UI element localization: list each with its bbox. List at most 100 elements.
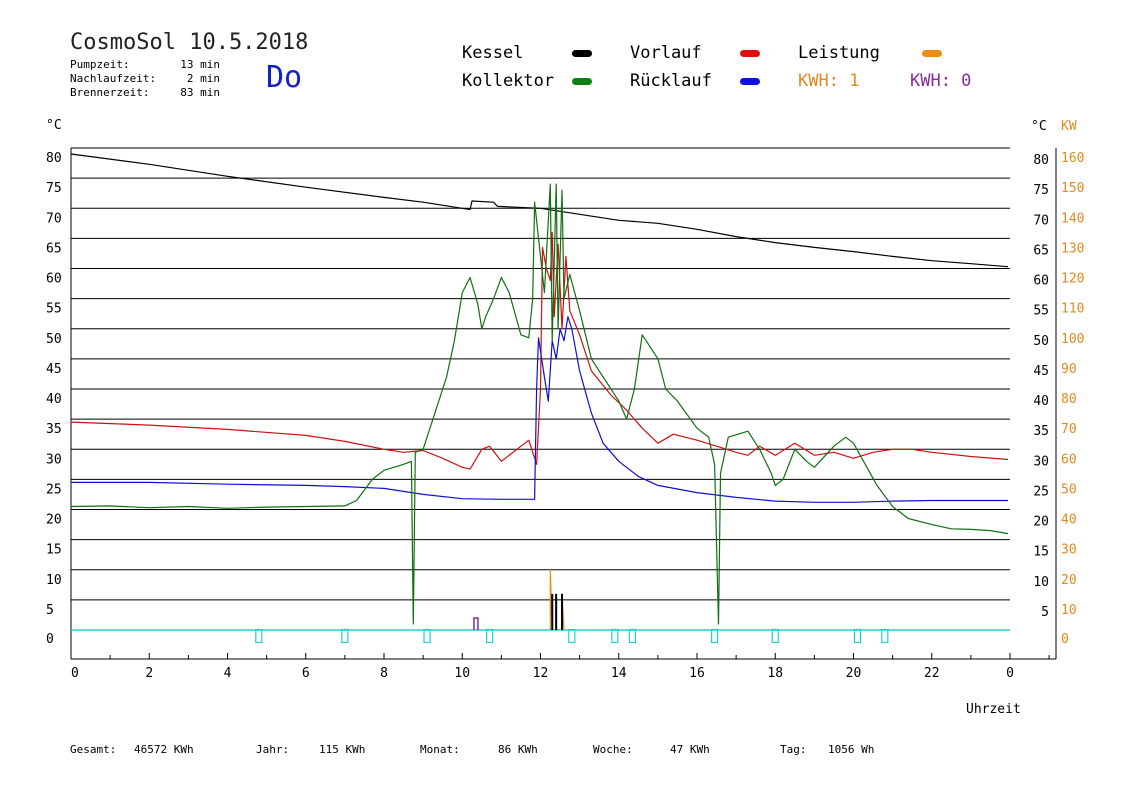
y2-tick-label-c-40: 40 [1033,394,1049,409]
y-tick-label-50: 50 [46,332,62,347]
footer-tag-value: 1056 Wh [828,743,875,756]
y2-tick-label-kw-70: 70 [1061,422,1077,437]
indicator-pulse-4 [568,628,576,644]
y2-tick-label-c-35: 35 [1033,424,1049,439]
y2-tick-label-c-5: 5 [1041,605,1049,620]
y-tick-label-65: 65 [46,241,62,256]
legend-ruecklauf-label: Rücklauf [630,71,712,91]
y-tick-label-45: 45 [46,362,62,377]
violet-pulse-0 [473,617,479,630]
series-line-vorlauf [70,231,1009,470]
y2-tick-label-kw-110: 110 [1061,302,1084,317]
indicator-pulse-9 [853,628,862,644]
indicator-pulse-10 [881,628,889,644]
y2-tick-label-kw-0: 0 [1061,632,1069,647]
x-axis-label: Uhrzeit [966,702,1021,717]
legend-kollektor-swatch [572,78,592,85]
x-tick-label-5: 10 [454,666,470,681]
y-tick-label-60: 60 [46,272,62,287]
right-axis-unit-celsius: °C [1031,119,1047,134]
chart-series [70,153,1009,631]
y-tick-label-0: 0 [46,632,54,647]
y2-tick-label-kw-160: 160 [1061,151,1084,166]
legend-vorlauf-swatch [740,50,760,57]
pump-stats: Pumpzeit: 13 min Nachlaufzeit: 2 min Bre… [70,58,220,102]
legend-vorlauf-label: Vorlauf [630,43,702,63]
y2-tick-label-c-45: 45 [1033,364,1049,379]
footer-jahr-value: 115 KWh [319,743,366,756]
x-tick-label-11: 22 [924,666,940,681]
x-tick-label-10: 20 [846,666,862,681]
series-line-rcklauf [71,316,1008,503]
legend-kessel-label: Kessel [462,43,524,63]
legend-kollektor-label: Kollektor [462,71,555,91]
x-tick-label-0: 0 [71,666,79,681]
y-tick-label-10: 10 [46,573,62,588]
y2-tick-label-c-20: 20 [1033,515,1049,530]
indicator-pulse-5 [611,628,619,644]
footer-monat-value: 86 KWh [498,743,538,756]
y2-tick-label-kw-100: 100 [1061,332,1084,347]
y2-tick-label-kw-60: 60 [1061,452,1077,467]
y2-tick-label-kw-150: 150 [1061,181,1084,196]
y-tick-label-55: 55 [46,302,62,317]
x-tick-label-4: 8 [380,666,388,681]
brennerzeit-value: 83 min [180,86,220,99]
y2-tick-label-c-50: 50 [1033,334,1049,349]
left-axis-unit: °C [46,118,62,133]
y2-tick-label-kw-30: 30 [1061,543,1077,558]
y2-tick-label-c-15: 15 [1033,545,1049,560]
pumpzeit-value: 13 min [180,58,220,71]
kwh-solar-label: KWH: 1 [798,71,860,91]
footer-jahr-label: Jahr: [256,743,290,756]
y2-tick-label-c-10: 10 [1033,575,1049,590]
y2-tick-label-kw-50: 50 [1061,482,1077,497]
kwh-burner-label: KWH: 0 [910,71,972,91]
y2-tick-label-c-65: 65 [1033,243,1049,258]
nachlaufzeit-value: 2 min [186,72,220,85]
x-tick-label-8: 16 [689,666,705,681]
y2-tick-label-kw-120: 120 [1061,272,1084,287]
y-tick-label-20: 20 [46,513,62,528]
legend-ruecklauf-swatch [740,78,760,85]
x-tick-label-7: 14 [611,666,627,681]
x-tick-label-6: 12 [533,666,549,681]
y-tick-label-25: 25 [46,482,62,497]
indicator-pulse-8 [771,628,779,644]
nachlaufzeit-label: Nachlaufzeit: [70,72,157,85]
x-axis-ticks: 0 2 4 6 8 10 12 14 16 18 20 22 0 [70,653,1050,681]
y2-tick-label-c-30: 30 [1033,454,1049,469]
footer-gesamt-value: 46572 KWh [134,743,194,756]
footer-woche-label: Woche: [593,743,633,756]
indicator-pulse-7 [711,628,719,644]
y2-tick-label-c-25: 25 [1033,484,1049,499]
legend-leistung-swatch [922,50,942,57]
footer-gesamt-label: Gesamt: [70,743,117,756]
y-tick-label-30: 30 [46,452,62,467]
y2-tick-label-kw-80: 80 [1061,392,1077,407]
y2-tick-label-kw-40: 40 [1061,513,1077,528]
y-tick-label-40: 40 [46,392,62,407]
y-tick-label-5: 5 [46,603,54,618]
x-tick-label-2: 4 [224,666,232,681]
y2-tick-label-kw-140: 140 [1061,211,1084,226]
legend-leistung-label: Leistung [798,43,880,63]
indicator-pulse-6 [628,628,637,644]
series-line-kollektor [70,183,1009,625]
x-tick-label-3: 6 [302,666,310,681]
legend-kessel-swatch [572,50,592,57]
y-axis-ticks: 0510152025303540455055606570758051015202… [46,151,1084,647]
y2-tick-label-kw-20: 20 [1061,573,1077,588]
y2-tick-label-kw-130: 130 [1061,241,1084,256]
x-tick-label-1: 2 [145,666,153,681]
chart-pulses [71,593,1010,644]
chart-title: CosmoSol 10.5.2018 [70,30,309,55]
indicator-pulse-0 [255,628,263,644]
y2-tick-label-kw-10: 10 [1061,603,1077,618]
footer-monat-label: Monat: [420,743,460,756]
y2-tick-label-c-70: 70 [1033,213,1049,228]
y2-tick-label-c-55: 55 [1033,304,1049,319]
right-axis-unit-kw: KW [1061,119,1077,134]
y-tick-label-15: 15 [46,543,62,558]
